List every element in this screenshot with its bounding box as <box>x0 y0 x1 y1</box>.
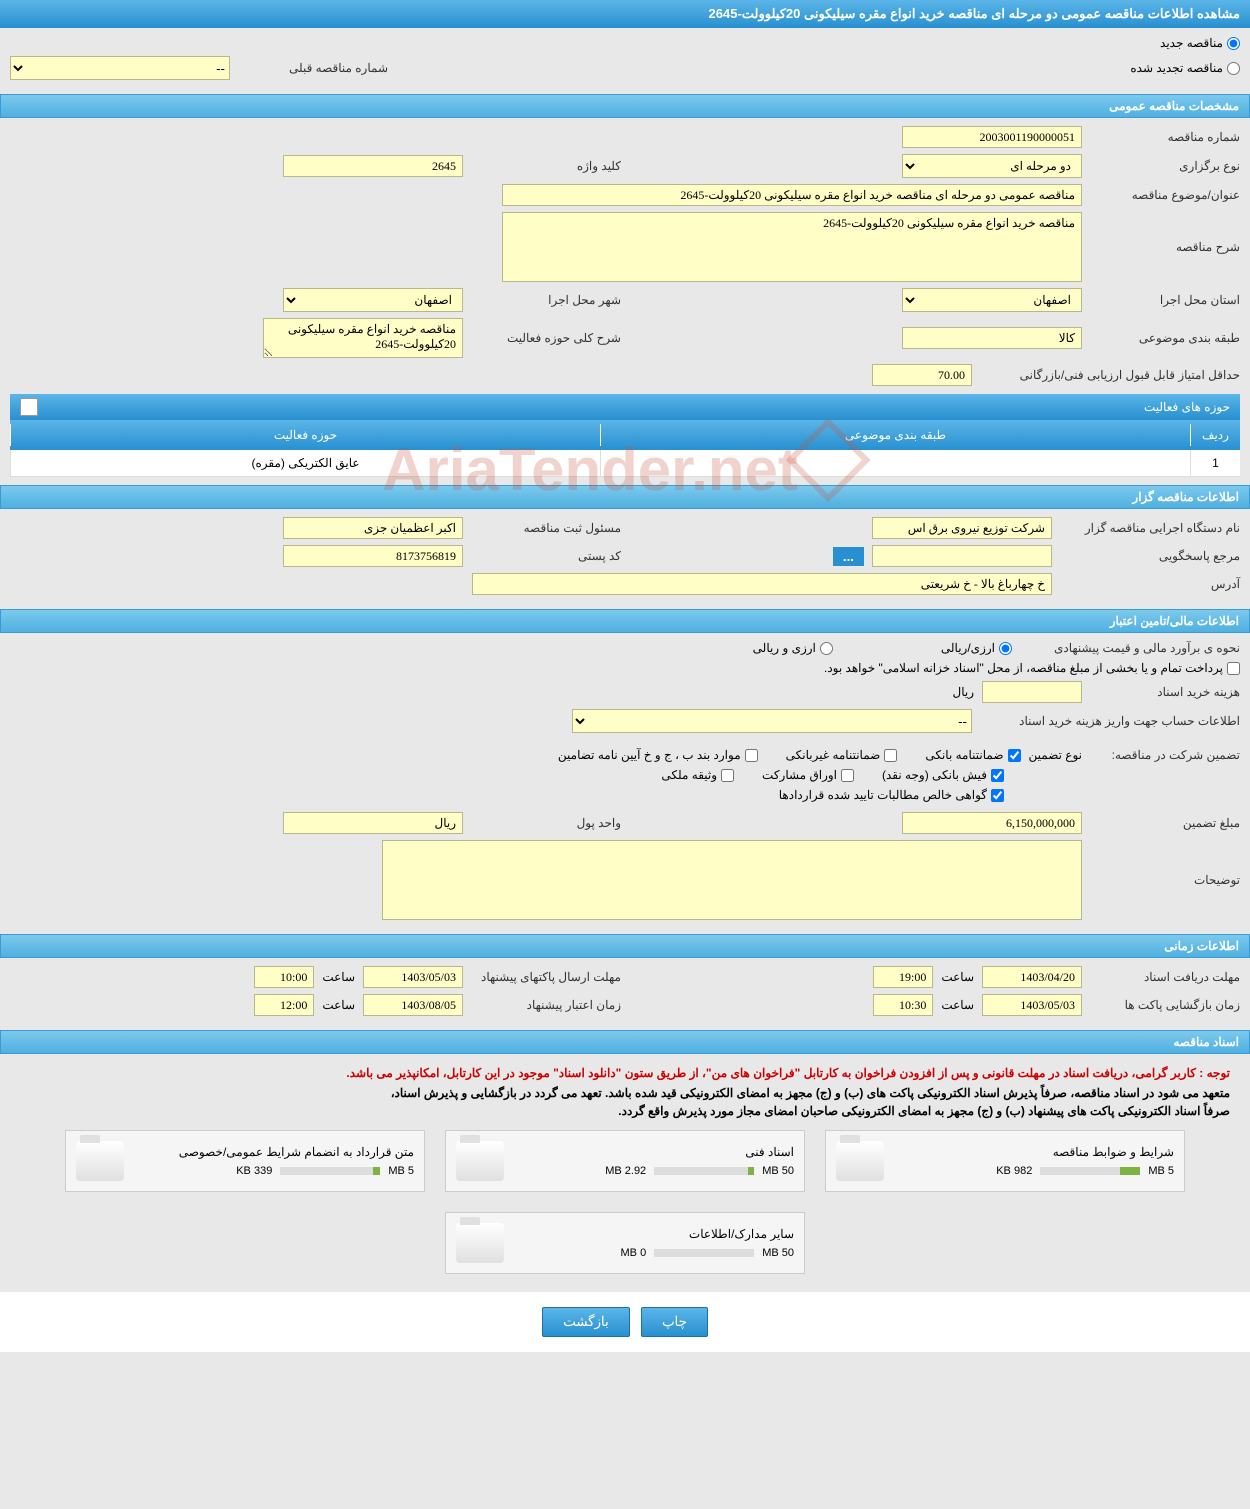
open-date-input[interactable] <box>982 994 1082 1016</box>
tender-desc-textarea[interactable]: مناقصه خرید انواع مقره سیلیکونی 20کیلوول… <box>502 212 1082 282</box>
currency-unit-input[interactable] <box>283 812 463 834</box>
section-tenderer: اطلاعات مناقصه گزار <box>0 485 1250 509</box>
activity-panel-header: حوزه های فعالیت ─ <box>10 394 1240 420</box>
file-max: 50 MB <box>762 1165 794 1177</box>
contact-input[interactable] <box>872 545 1052 567</box>
progress-bar <box>654 1249 754 1257</box>
receive-date-input[interactable] <box>982 966 1082 988</box>
file-size: 2.92 MB <box>605 1165 646 1177</box>
file-size: 0 MB <box>621 1247 647 1259</box>
notice-red: توجه : کاربر گرامی، دریافت اسناد در مهلت… <box>10 1062 1240 1084</box>
radio-currency[interactable]: ارزی و ریالی <box>753 641 833 655</box>
file-title: اسناد فنی <box>514 1145 794 1159</box>
section-finance: اطلاعات مالی/تامین اعتبار <box>0 609 1250 633</box>
tender-type-select[interactable]: دو مرحله ای <box>902 154 1082 178</box>
progress-bar <box>280 1167 380 1175</box>
notice-2: صرفاً اسناد الکترونیکی پاکت های پیشنهاد … <box>10 1102 1240 1120</box>
province-select[interactable]: اصفهان <box>902 288 1082 312</box>
progress-bar <box>1040 1167 1140 1175</box>
folder-icon <box>456 1223 504 1263</box>
minimize-icon[interactable]: ─ <box>20 398 38 416</box>
g5-checkbox[interactable]: اوراق مشارکت <box>762 768 854 782</box>
contact-lookup-button[interactable]: ... <box>833 547 864 566</box>
g1-checkbox[interactable]: ضمانتنامه بانکی <box>925 748 1020 762</box>
file-max: 50 MB <box>762 1247 794 1259</box>
prev-tender-select[interactable]: -- <box>10 56 230 80</box>
folder-icon <box>456 1141 504 1181</box>
back-button[interactable]: بازگشت <box>542 1307 630 1337</box>
g3-checkbox[interactable]: موارد بند ب ، ج و خ آیین نامه تضامین <box>558 748 758 762</box>
section-time: اطلاعات زمانی <box>0 934 1250 958</box>
page-title: مشاهده اطلاعات مناقصه عمومی دو مرحله ای … <box>0 0 1250 28</box>
notice-1: متعهد می شود در اسناد مناقصه، صرفاً پذیر… <box>10 1084 1240 1102</box>
tender-title-input[interactable] <box>502 184 1082 206</box>
file-box[interactable]: متن قرارداد به انضمام شرایط عمومی/خصوصی … <box>65 1130 425 1192</box>
radio-new-tender[interactable]: مناقصه جدید <box>1160 36 1240 50</box>
send-time-input[interactable] <box>254 966 314 988</box>
file-title: متن قرارداد به انضمام شرایط عمومی/خصوصی <box>134 1145 414 1159</box>
radio-renewed-tender[interactable]: مناقصه تجدید شده <box>1130 61 1240 75</box>
city-select[interactable]: اصفهان <box>283 288 463 312</box>
g2-checkbox[interactable]: ضمانتنامه غیربانکی <box>786 748 898 762</box>
treasury-checkbox[interactable]: پرداخت تمام و یا بخشی از مبلغ مناقصه، از… <box>824 661 1240 675</box>
activity-desc-textarea[interactable]: مناقصه خرید انواع مقره سیلیکونی 20کیلوول… <box>263 318 463 358</box>
account-select[interactable]: -- <box>572 709 972 733</box>
g6-checkbox[interactable]: وثیقه ملکی <box>661 768 734 782</box>
progress-bar <box>654 1167 754 1175</box>
file-box[interactable]: اسناد فنی 50 MB 2.92 MB <box>445 1130 805 1192</box>
keyword-input[interactable] <box>283 155 463 177</box>
file-size: 982 KB <box>996 1165 1032 1177</box>
registrar-input[interactable] <box>283 517 463 539</box>
file-max: 5 MB <box>1148 1165 1174 1177</box>
receive-time-input[interactable] <box>873 966 933 988</box>
print-button[interactable]: چاپ <box>641 1307 708 1337</box>
section-general: مشخصات مناقصه عمومی <box>0 94 1250 118</box>
activity-table-header: ردیف طبقه بندی موضوعی حوزه فعالیت <box>10 420 1240 450</box>
validity-date-input[interactable] <box>363 994 463 1016</box>
address-input[interactable] <box>472 573 1052 595</box>
file-box[interactable]: شرایط و ضوابط مناقصه 5 MB 982 KB <box>825 1130 1185 1192</box>
min-score-input[interactable] <box>872 364 972 386</box>
doc-cost-input[interactable] <box>982 681 1082 703</box>
table-row: 1 عایق الکتریکی (مقره) <box>10 450 1240 477</box>
g4-checkbox[interactable]: فیش بانکی (وجه نقد) <box>882 768 1004 782</box>
org-input[interactable] <box>872 517 1052 539</box>
section-docs: اسناد مناقصه <box>0 1030 1250 1054</box>
postal-input[interactable] <box>283 545 463 567</box>
guarantee-amount-input[interactable] <box>902 812 1082 834</box>
file-max: 5 MB <box>388 1165 414 1177</box>
file-title: سایر مدارک/اطلاعات <box>514 1227 794 1241</box>
tender-number-input[interactable] <box>902 126 1082 148</box>
file-title: شرایط و ضوابط مناقصه <box>894 1145 1174 1159</box>
category-input[interactable] <box>902 327 1082 349</box>
prev-tender-label: شماره مناقصه قبلی <box>238 61 388 75</box>
validity-time-input[interactable] <box>254 994 314 1016</box>
radio-rial[interactable]: ارزی/ریالی <box>941 641 1012 655</box>
send-date-input[interactable] <box>363 966 463 988</box>
folder-icon <box>836 1141 884 1181</box>
g7-checkbox[interactable]: گواهی خالص مطالبات تایید شده قراردادها <box>779 788 1004 802</box>
open-time-input[interactable] <box>873 994 933 1016</box>
notes-textarea[interactable] <box>382 840 1082 920</box>
folder-icon <box>76 1141 124 1181</box>
file-box[interactable]: سایر مدارک/اطلاعات 50 MB 0 MB <box>445 1212 805 1274</box>
file-size: 339 KB <box>236 1165 272 1177</box>
